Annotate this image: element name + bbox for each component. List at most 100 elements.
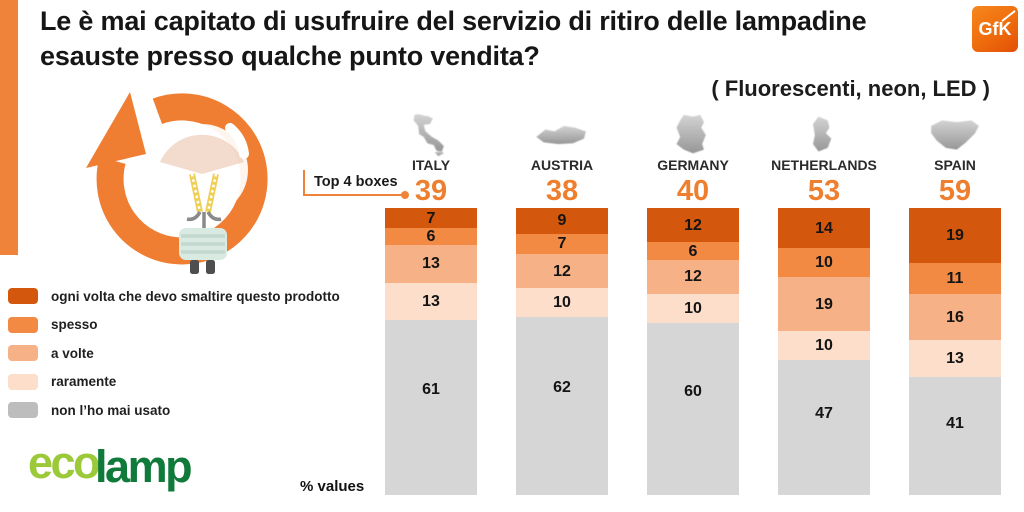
legend-label: non l’ho mai usato	[51, 402, 171, 418]
column-germany: GERMANY 40 12 6 12 10 60	[647, 113, 739, 495]
legend-swatch-light-orange	[8, 345, 38, 361]
column-italy: ITALY 39 7 6 13 13 61	[385, 113, 477, 495]
stacked-bar-austria: 9 7 12 10 62	[516, 208, 608, 495]
legend-swatch-orange	[8, 316, 38, 333]
bar-segment: 60	[647, 322, 739, 495]
bar-segment: 12	[647, 208, 739, 243]
segment-value: 9	[557, 212, 567, 230]
legend-item-a-volte: a volte	[8, 345, 340, 361]
bar-segment: 16	[909, 294, 1001, 340]
segment-value: 61	[422, 380, 440, 398]
gfk-logo: GfK	[972, 6, 1018, 52]
segment-value: 19	[815, 295, 833, 313]
segment-value: 10	[553, 294, 571, 312]
segment-value: 10	[684, 299, 702, 317]
country-label: SPAIN	[934, 157, 976, 173]
ecolamp-logo-lamp: lamp	[95, 441, 193, 492]
germany-map-icon	[663, 113, 723, 157]
bar-segment: 12	[516, 253, 608, 289]
left-accent-bar	[0, 0, 18, 255]
bar-segment: 47	[778, 360, 870, 495]
italy-map-icon	[401, 113, 461, 157]
bar-segment: 13	[385, 245, 477, 283]
bar-segment: 19	[778, 276, 870, 332]
bar-segment: 10	[647, 294, 739, 323]
bar-segment: 10	[516, 288, 608, 318]
segment-value: 10	[815, 254, 833, 272]
country-label: NETHERLANDS	[771, 157, 877, 173]
stacked-bar-spain: 19 11 16 13 41	[909, 208, 1001, 495]
legend-swatch-peach	[8, 373, 38, 390]
segment-value: 41	[946, 415, 964, 433]
bar-segment: 14	[778, 208, 870, 249]
bar-segment: 19	[909, 208, 1001, 263]
segment-value: 12	[684, 268, 702, 286]
segment-value: 6	[688, 242, 698, 260]
segment-value: 7	[557, 235, 567, 253]
segment-value: 7	[426, 209, 436, 227]
spain-map-icon	[925, 113, 985, 157]
stacked-bar-germany: 12 6 12 10 60	[647, 208, 739, 495]
segment-value: 60	[684, 382, 702, 400]
page-title: Le è mai capitato di usufruire del servi…	[40, 6, 867, 71]
ecolamp-logo-eco: eco	[28, 437, 101, 488]
stacked-bar-netherlands: 14 10 19 10 47	[778, 208, 870, 495]
netherlands-map-icon	[794, 113, 854, 157]
legend-swatch-gray	[8, 402, 38, 418]
bar-segment: 7	[385, 208, 477, 229]
segment-value: 14	[815, 219, 833, 237]
legend-item-mai-usato: non l’ho mai usato	[8, 402, 340, 418]
segment-value: 16	[946, 308, 964, 326]
stacked-bar-italy: 7 6 13 13 61	[385, 208, 477, 495]
segment-value: 62	[553, 379, 571, 397]
bar-chart: ITALY 39 7 6 13 13 61 AUSTRIA 38 9 7 12 10 62	[385, 113, 1001, 495]
legend-item-ogni-volta: ogni volta che devo smaltire questo prod…	[8, 288, 340, 304]
bar-segment: 41	[909, 377, 1001, 495]
column-spain: SPAIN 59 19 11 16 13 41	[909, 113, 1001, 495]
callout-arrow-dot	[401, 191, 409, 199]
legend-label: raramente	[51, 374, 117, 389]
country-label: GERMANY	[657, 157, 729, 173]
austria-map-icon	[532, 113, 592, 157]
segment-value: 13	[422, 292, 440, 310]
top4-value: 59	[938, 175, 972, 207]
segment-value: 19	[946, 226, 964, 244]
gfk-logo-text: GfK	[978, 18, 1012, 39]
legend-label: spesso	[51, 317, 98, 332]
top4-value: 53	[807, 175, 841, 207]
bar-segment: 13	[385, 282, 477, 320]
bar-segment: 11	[909, 262, 1001, 295]
country-label: AUSTRIA	[530, 157, 594, 173]
segment-value: 11	[946, 269, 964, 287]
top4-boxes-label: Top 4 boxes	[314, 174, 398, 190]
top4-value: 38	[545, 175, 579, 207]
segment-value: 13	[422, 255, 440, 273]
bar-segment: 10	[778, 248, 870, 277]
column-netherlands: NETHERLANDS 53 14 10 19 10 47	[771, 113, 877, 495]
legend-item-spesso: spesso	[8, 316, 340, 333]
legend-swatch-dark-orange	[8, 288, 38, 304]
ecolamp-logo: ecolamp	[28, 437, 193, 489]
bar-segment: 6	[385, 228, 477, 246]
top4-value: 40	[676, 175, 710, 207]
bar-segment: 13	[909, 339, 1001, 378]
legend-item-raramente: raramente	[8, 373, 340, 390]
country-label: ITALY	[411, 157, 451, 173]
bar-segment: 7	[516, 233, 608, 254]
recycle-bulb-icon	[82, 82, 296, 274]
subtitle: ( Fluorescenti, neon, LED )	[711, 76, 990, 101]
top4-value: 39	[414, 175, 448, 207]
percent-values-label: % values	[300, 478, 365, 495]
top4-boxes-callout: Top 4 boxes	[303, 170, 409, 199]
segment-value: 13	[946, 350, 964, 368]
segment-value: 10	[815, 337, 833, 355]
legend-label: ogni volta che devo smaltire questo prod…	[51, 288, 340, 304]
column-austria: AUSTRIA 38 9 7 12 10 62	[516, 113, 608, 495]
segment-value: 6	[426, 228, 436, 246]
segment-value: 12	[553, 262, 571, 280]
bar-segment: 9	[516, 208, 608, 234]
bar-segment: 10	[778, 331, 870, 361]
segment-value: 47	[815, 405, 833, 423]
legend: ogni volta che devo smaltire questo prod…	[8, 288, 340, 431]
